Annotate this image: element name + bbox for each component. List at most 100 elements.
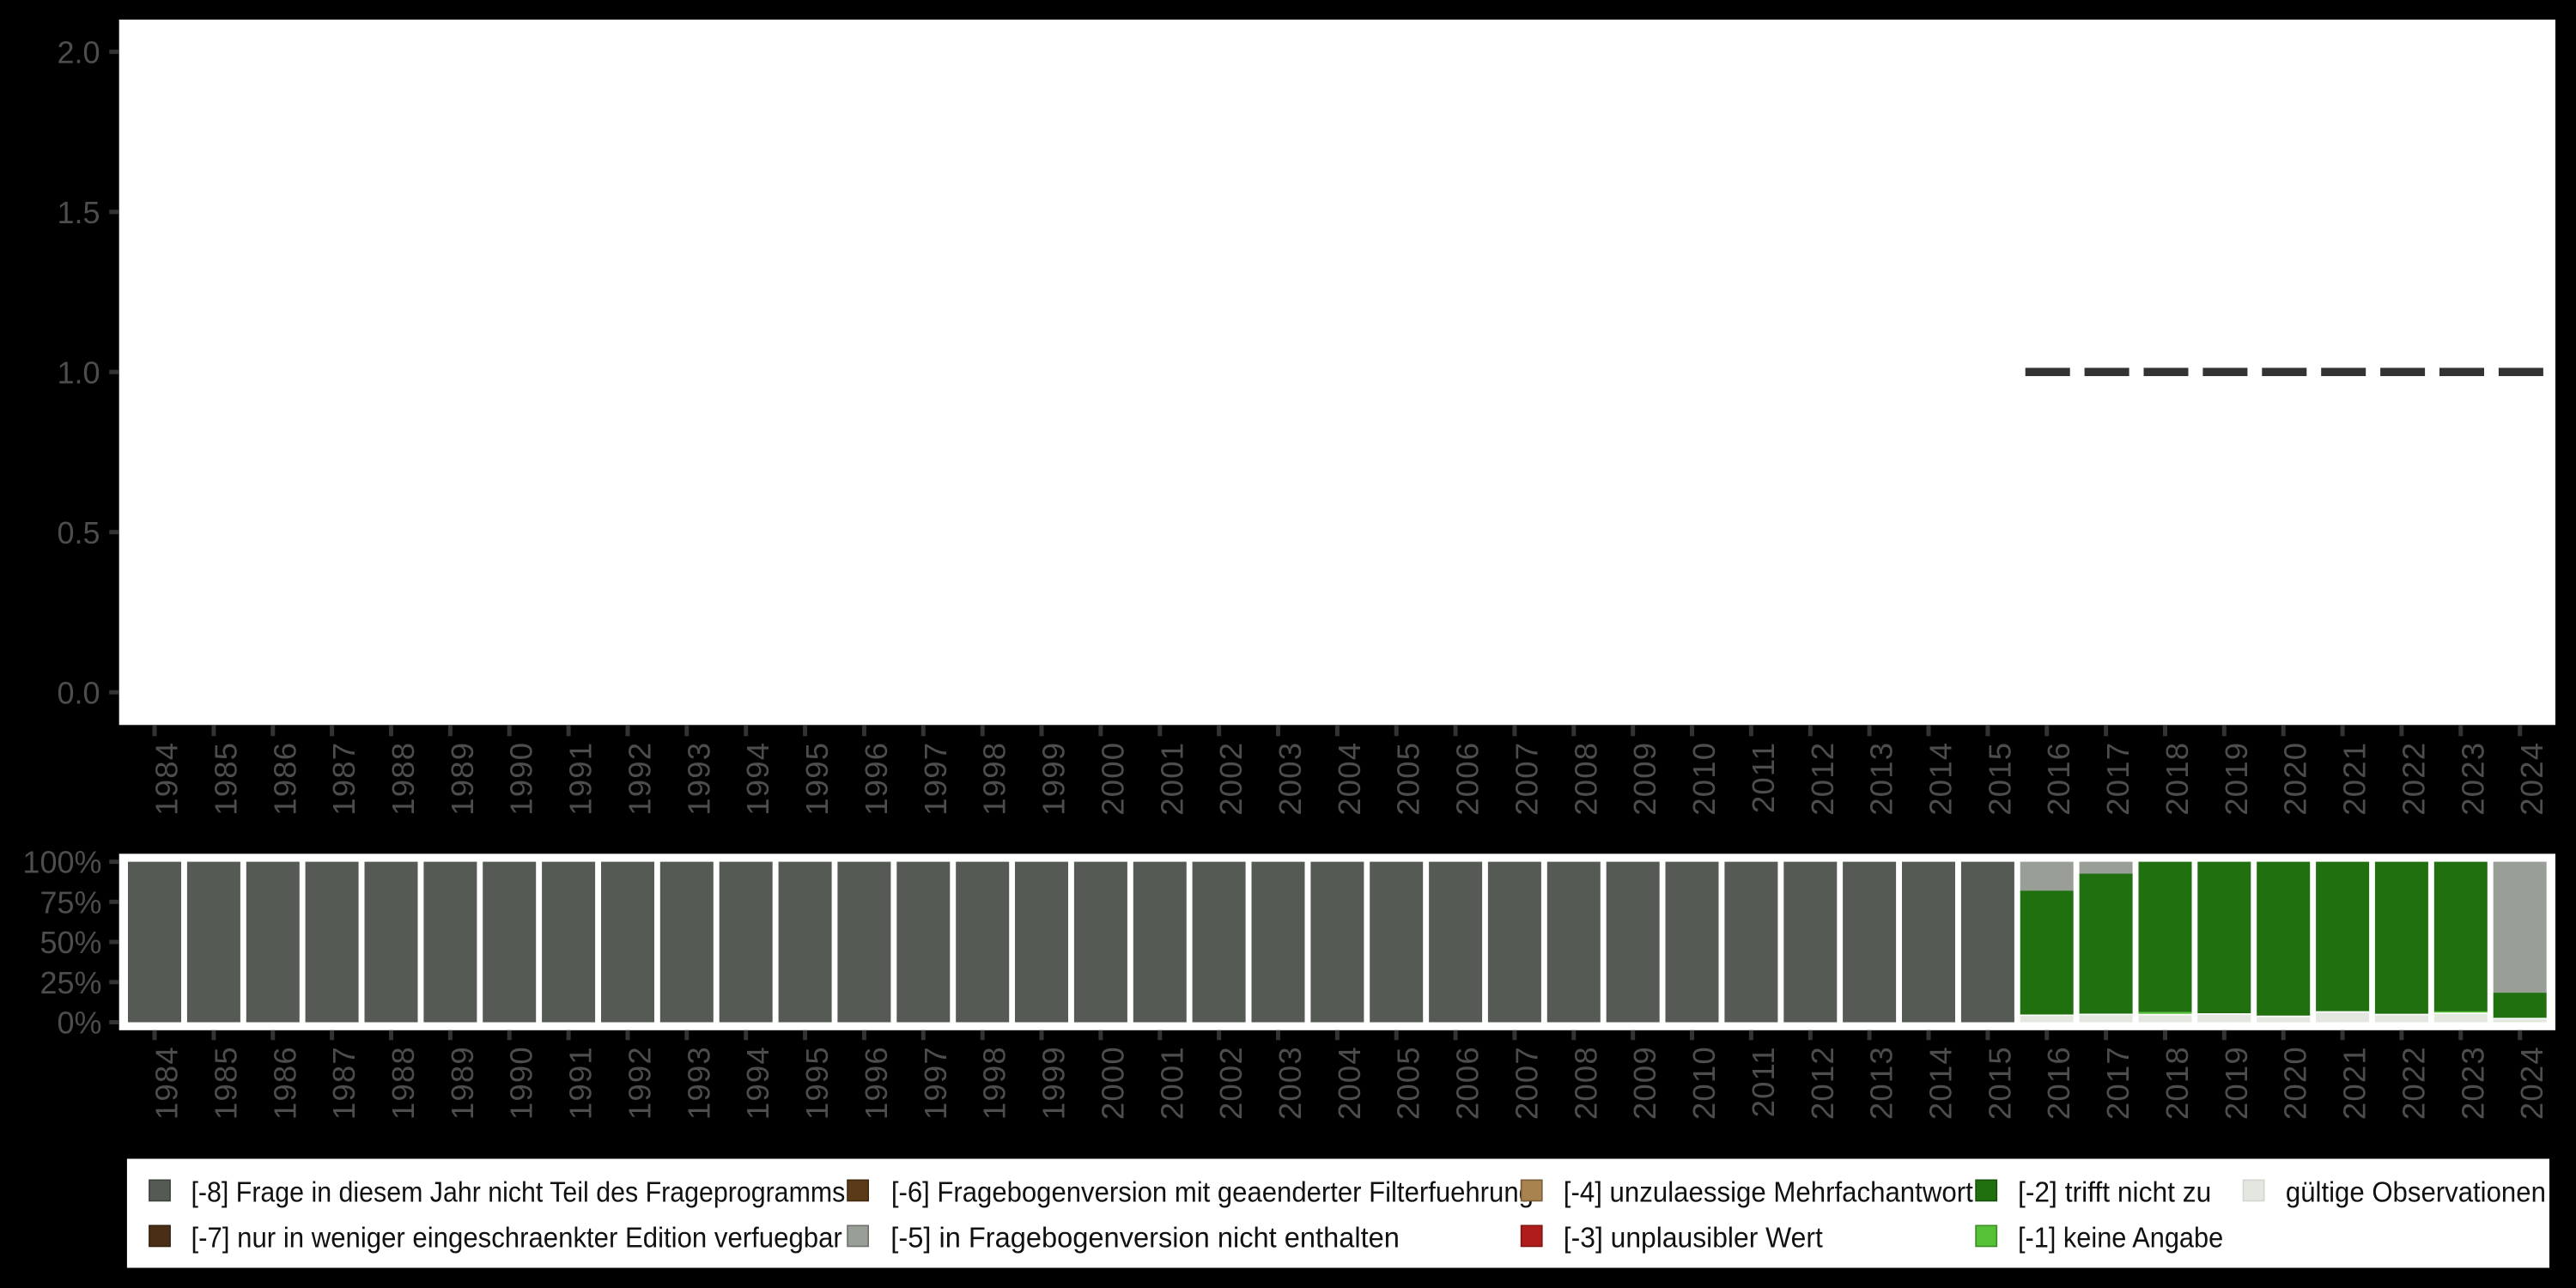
svg-text:2021: 2021: [2337, 742, 2372, 816]
svg-text:2007: 2007: [1509, 1046, 1544, 1120]
svg-text:[-3] unplausibler Wert: [-3] unplausibler Wert: [1564, 1222, 1823, 1254]
svg-text:2020: 2020: [2278, 742, 2313, 816]
svg-text:2008: 2008: [1568, 1046, 1603, 1120]
svg-text:1993: 1993: [681, 1046, 716, 1120]
svg-text:2022: 2022: [2396, 742, 2431, 816]
svg-text:1992: 1992: [623, 1046, 658, 1120]
svg-text:[-5] in Fragebogenversion nich: [-5] in Fragebogenversion nicht enthalte…: [890, 1222, 1400, 1254]
svg-text:2000: 2000: [1095, 742, 1130, 816]
svg-text:2011: 2011: [1746, 742, 1781, 813]
svg-text:1997: 1997: [918, 1046, 953, 1120]
svg-text:2009: 2009: [1627, 1046, 1662, 1120]
svg-text:2024: 2024: [2514, 1046, 2549, 1120]
svg-text:1993: 1993: [681, 742, 716, 816]
svg-text:1991: 1991: [563, 742, 598, 816]
svg-text:2022: 2022: [2396, 1046, 2431, 1120]
svg-text:1992: 1992: [623, 742, 658, 816]
svg-text:2018: 2018: [2160, 742, 2195, 816]
svg-text:1984: 1984: [149, 1046, 185, 1120]
svg-text:2002: 2002: [1213, 742, 1249, 816]
svg-text:2000: 2000: [1095, 1046, 1130, 1120]
svg-text:2016: 2016: [2041, 742, 2076, 816]
svg-text:2012: 2012: [1805, 742, 1840, 816]
svg-text:1987: 1987: [326, 1046, 361, 1120]
svg-text:1990: 1990: [504, 742, 539, 816]
svg-text:1987: 1987: [326, 742, 361, 816]
svg-text:1994: 1994: [740, 1046, 775, 1120]
svg-text:1998: 1998: [977, 1046, 1012, 1120]
svg-text:75%: 75%: [39, 884, 101, 920]
svg-text:1986: 1986: [267, 742, 302, 816]
svg-text:2010: 2010: [1686, 742, 1722, 816]
svg-text:1985: 1985: [208, 1046, 243, 1120]
svg-text:2005: 2005: [1391, 1046, 1426, 1120]
svg-text:1989: 1989: [445, 1046, 480, 1120]
svg-text:2004: 2004: [1332, 742, 1367, 816]
svg-text:2017: 2017: [2100, 1046, 2136, 1120]
svg-text:2013: 2013: [1864, 742, 1899, 816]
svg-text:1991: 1991: [563, 1046, 598, 1120]
svg-text:50%: 50%: [39, 925, 101, 960]
svg-text:1985: 1985: [208, 742, 243, 816]
svg-text:[-8] Frage in diesem Jahr nich: [-8] Frage in diesem Jahr nicht Teil des…: [191, 1176, 846, 1208]
svg-text:[-7] nur in weniger eingeschra: [-7] nur in weniger eingeschraenkter Edi…: [191, 1222, 842, 1254]
svg-text:2020: 2020: [2278, 1046, 2313, 1120]
svg-text:2014: 2014: [1923, 1046, 1959, 1120]
svg-text:1984: 1984: [149, 742, 185, 816]
svg-text:2019: 2019: [2219, 1046, 2254, 1120]
svg-text:2007: 2007: [1509, 742, 1544, 816]
svg-text:2015: 2015: [1982, 1046, 2017, 1120]
svg-text:1998: 1998: [977, 742, 1012, 816]
svg-text:1994: 1994: [740, 742, 775, 816]
svg-text:2008: 2008: [1568, 742, 1603, 816]
svg-text:2001: 2001: [1154, 1046, 1189, 1120]
svg-text:1986: 1986: [267, 1046, 302, 1120]
svg-text:25%: 25%: [39, 965, 101, 1000]
svg-text:2009: 2009: [1627, 742, 1662, 816]
svg-text:1996: 1996: [859, 742, 894, 816]
svg-text:2021: 2021: [2337, 1046, 2372, 1120]
svg-text:2015: 2015: [1982, 742, 2017, 816]
svg-text:2017: 2017: [2100, 742, 2136, 816]
svg-text:1999: 1999: [1036, 742, 1072, 816]
svg-text:1995: 1995: [799, 742, 835, 816]
svg-text:2002: 2002: [1213, 1046, 1249, 1120]
svg-text:[-2] trifft nicht zu: [-2] trifft nicht zu: [2018, 1176, 2211, 1208]
svg-text:[-6] Fragebogenversion mit gea: [-6] Fragebogenversion mit geaenderter F…: [891, 1176, 1534, 1208]
svg-text:2003: 2003: [1273, 742, 1308, 816]
svg-text:1996: 1996: [859, 1046, 894, 1120]
svg-text:2013: 2013: [1864, 1046, 1899, 1120]
svg-text:2023: 2023: [2455, 742, 2490, 816]
svg-text:2016: 2016: [2041, 1046, 2076, 1120]
svg-text:1995: 1995: [799, 1046, 835, 1120]
svg-text:2019: 2019: [2219, 742, 2254, 816]
svg-text:0.0: 0.0: [57, 675, 100, 710]
svg-text:2006: 2006: [1450, 742, 1485, 816]
svg-text:2023: 2023: [2455, 1046, 2490, 1120]
svg-text:[-1] keine Angabe: [-1] keine Angabe: [2018, 1222, 2223, 1254]
svg-text:2004: 2004: [1332, 1046, 1367, 1120]
svg-text:1989: 1989: [445, 742, 480, 816]
svg-text:[-4] unzulaessige Mehrfachantw: [-4] unzulaessige Mehrfachantwort: [1564, 1176, 1973, 1208]
svg-text:0%: 0%: [57, 1005, 101, 1041]
svg-text:2011: 2011: [1746, 1046, 1781, 1117]
svg-text:2003: 2003: [1273, 1046, 1308, 1120]
svg-text:2.0: 2.0: [57, 34, 100, 70]
svg-text:2014: 2014: [1923, 742, 1959, 816]
svg-text:1.5: 1.5: [57, 195, 100, 230]
svg-text:1997: 1997: [918, 742, 953, 816]
svg-text:2005: 2005: [1391, 742, 1426, 816]
svg-text:1.0: 1.0: [57, 355, 100, 390]
svg-text:2001: 2001: [1154, 742, 1189, 816]
svg-text:2012: 2012: [1805, 1046, 1840, 1120]
svg-text:2018: 2018: [2160, 1046, 2195, 1120]
svg-text:0.5: 0.5: [57, 515, 100, 550]
svg-text:100%: 100%: [22, 845, 101, 880]
svg-text:2010: 2010: [1686, 1046, 1722, 1120]
svg-text:1999: 1999: [1036, 1046, 1072, 1120]
svg-text:1990: 1990: [504, 1046, 539, 1120]
svg-text:2024: 2024: [2514, 742, 2549, 816]
svg-text:1988: 1988: [386, 1046, 421, 1120]
svg-text:gültige Observationen: gültige Observationen: [2286, 1176, 2546, 1208]
svg-text:1988: 1988: [386, 742, 421, 816]
